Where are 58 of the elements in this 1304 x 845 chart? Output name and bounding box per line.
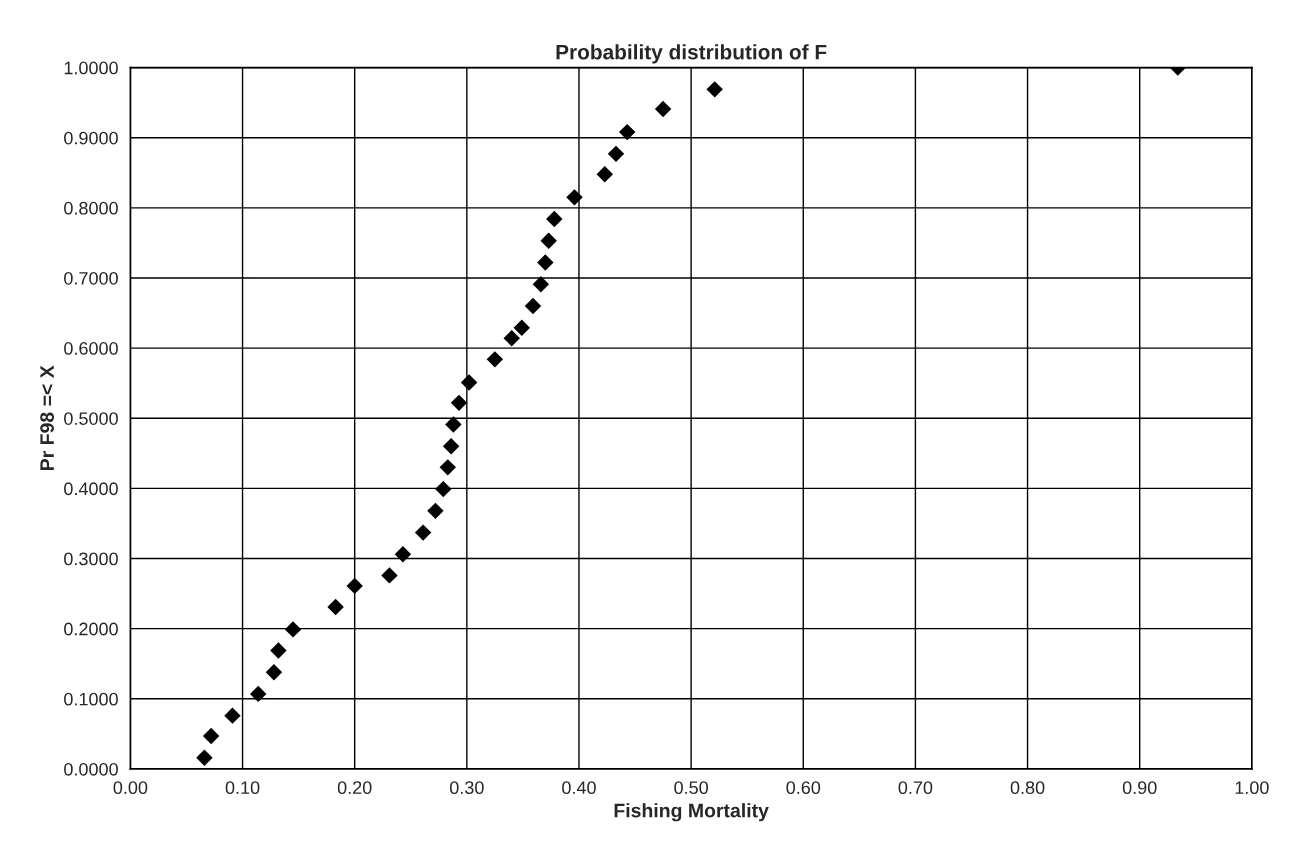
y-tick-label: 0.2000: [64, 622, 118, 636]
point: [196, 749, 213, 766]
y-tick-label: 0.7000: [64, 271, 118, 285]
chart-title: Probability distribution of F: [556, 44, 827, 64]
x-axis-title: Fishing Mortality: [614, 803, 769, 822]
point: [435, 480, 452, 498]
x-tick-label: 0.80: [1010, 781, 1045, 795]
point: [540, 232, 557, 250]
x-tick-label: 0.20: [337, 781, 372, 795]
point: [486, 351, 504, 368]
point: [537, 254, 554, 271]
x-tick-label: 0.50: [674, 781, 708, 795]
point: [381, 567, 398, 584]
x-tick-label: 0.30: [449, 781, 484, 795]
x-tick-label: 1.00: [1235, 781, 1269, 795]
y-tick-label: 0.9000: [64, 131, 118, 145]
y-tick-label: 0.0000: [64, 762, 118, 776]
point: [524, 297, 542, 315]
y-axis-title: Pr F98 =< X: [40, 365, 54, 470]
point: [224, 707, 241, 724]
point: [394, 546, 412, 563]
y-tick-label: 0.5000: [64, 412, 118, 425]
y-tick-label: 1.0000: [64, 61, 118, 75]
point: [250, 685, 267, 703]
point: [450, 394, 468, 412]
point: [503, 330, 520, 347]
y-tick-label: 0.4000: [64, 482, 118, 496]
point: [202, 727, 220, 745]
point: [414, 524, 432, 541]
x-tick-label: 0.70: [898, 781, 933, 795]
point: [460, 374, 478, 391]
point: [706, 81, 723, 98]
point: [654, 100, 672, 118]
y-tick-label: 0.1000: [64, 692, 118, 706]
y-tick-label: 0.6000: [64, 342, 118, 355]
x-tick-label: 0.60: [786, 781, 821, 795]
point: [566, 189, 583, 206]
point: [596, 165, 613, 183]
y-tick-label: 0.3000: [64, 552, 118, 566]
x-tick-label: 0.00: [113, 781, 148, 795]
point: [532, 276, 550, 293]
point: [445, 416, 462, 433]
point: [439, 459, 456, 476]
x-tick-label: 0.10: [225, 781, 260, 795]
point: [427, 502, 444, 520]
y-tick-label: 0.8000: [64, 201, 118, 215]
point: [546, 210, 563, 228]
point: [265, 663, 283, 681]
point: [513, 319, 530, 337]
point: [607, 145, 625, 163]
x-tick-label: 0.40: [562, 781, 596, 795]
point: [284, 621, 302, 638]
point: [346, 577, 363, 595]
point: [618, 123, 636, 141]
point: [327, 598, 344, 616]
x-tick-label: 0.90: [1122, 781, 1157, 795]
point: [442, 438, 460, 455]
point: [270, 642, 287, 659]
